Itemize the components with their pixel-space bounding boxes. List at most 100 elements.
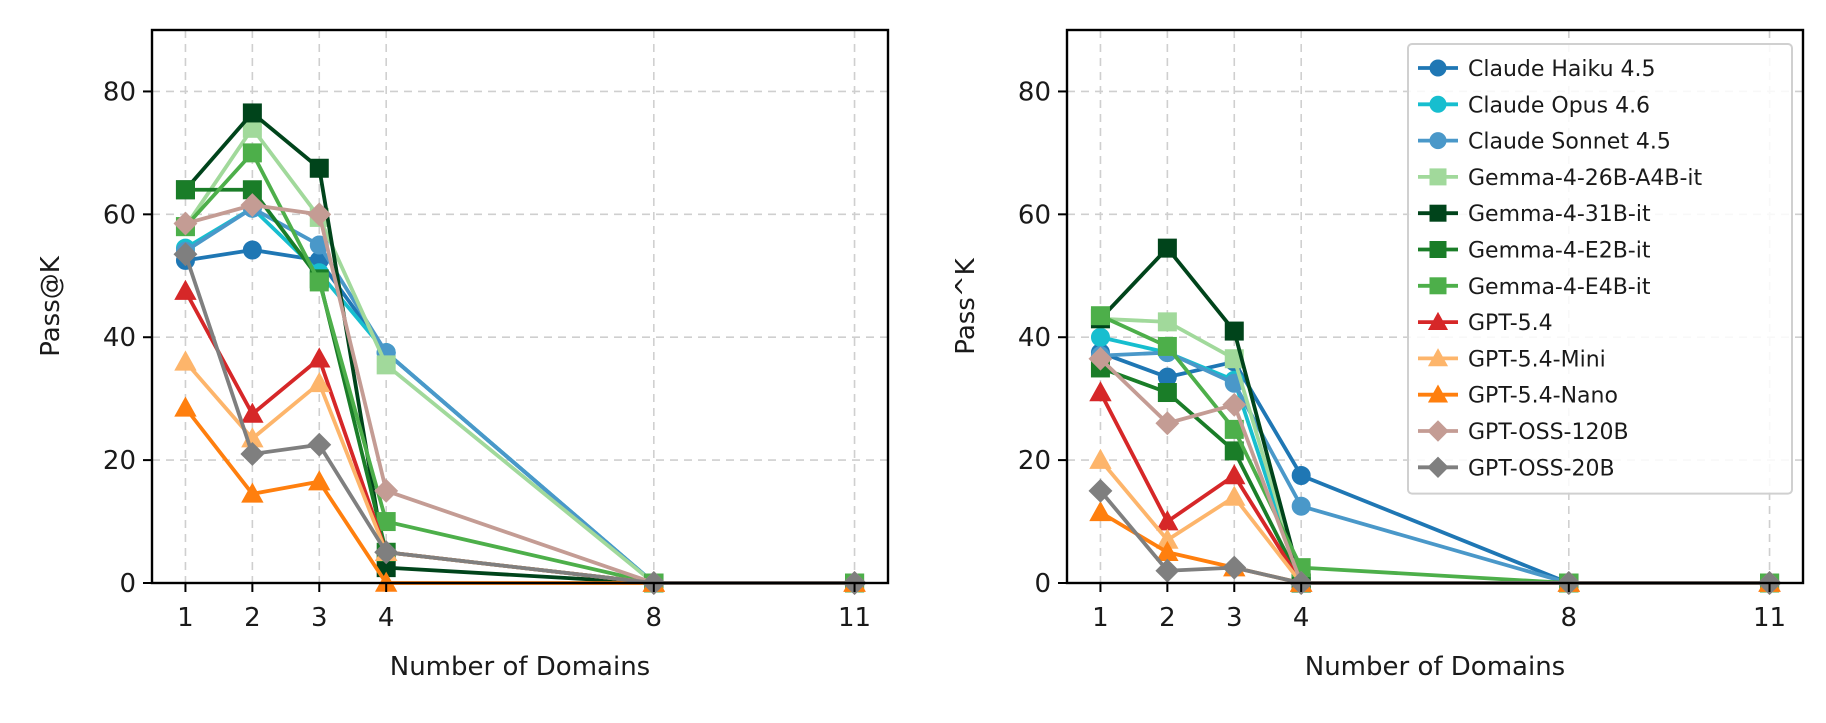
x-tick-label: 1 — [177, 603, 194, 633]
series — [175, 198, 865, 593]
data-point — [307, 432, 332, 457]
data-point — [307, 202, 332, 227]
series-group — [173, 103, 867, 595]
y-axis-title: Pass^K — [951, 257, 981, 354]
legend-label: GPT-5.4 — [1468, 311, 1553, 336]
legend-label: Gemma-4-E2B-it — [1468, 239, 1651, 264]
legend-marker — [1429, 59, 1447, 77]
data-point — [1157, 238, 1177, 258]
data-point — [1090, 306, 1110, 326]
y-axis-title: Pass@K — [36, 255, 66, 357]
data-point — [374, 540, 399, 565]
legend-marker — [1429, 168, 1447, 186]
series-line — [185, 248, 855, 585]
data-point — [376, 355, 396, 375]
legend-item: Gemma-4-26B-A4B-it — [1418, 166, 1703, 191]
data-point — [376, 512, 396, 532]
data-point — [241, 402, 264, 423]
legend-marker — [1427, 348, 1449, 367]
legend-marker — [1427, 420, 1449, 442]
y-tick-label: 80 — [1018, 77, 1051, 107]
data-point — [242, 103, 262, 123]
legend-marker — [1427, 456, 1449, 479]
data-point — [1089, 381, 1112, 402]
x-axis-title: Number of Domains — [390, 652, 650, 682]
data-point — [173, 211, 198, 236]
x-tick-label: 2 — [244, 603, 261, 633]
series — [175, 180, 865, 593]
x-tick-label: 2 — [1159, 603, 1176, 633]
data-point — [1156, 510, 1179, 531]
legend-label: GPT-5.4-Nano — [1468, 384, 1618, 409]
legend-marker — [1429, 95, 1447, 113]
legend-label: Claude Sonnet 4.5 — [1468, 130, 1671, 155]
data-point — [309, 158, 329, 178]
legend-label: Claude Opus 4.6 — [1468, 93, 1650, 118]
legend-marker — [1427, 384, 1449, 403]
series — [175, 143, 865, 593]
series — [174, 396, 866, 592]
series — [175, 118, 865, 593]
series-line — [184, 150, 855, 585]
x-tick-label: 3 — [311, 603, 328, 633]
data-point — [308, 470, 331, 491]
series-line — [1099, 510, 1770, 585]
legend-label: Gemma-4-31B-it — [1468, 202, 1651, 227]
legend-item: GPT-OSS-20B — [1418, 456, 1615, 481]
data-point — [242, 240, 262, 260]
x-axis-title: Number of Domains — [1305, 652, 1565, 682]
legend-item: Claude Sonnet 4.5 — [1418, 130, 1671, 155]
series — [1089, 500, 1781, 592]
series-line — [183, 290, 855, 585]
legend-label: GPT-OSS-20B — [1468, 456, 1615, 481]
legend-item: Gemma-4-31B-it — [1418, 202, 1651, 227]
legend-marker — [1429, 204, 1447, 222]
series-line — [183, 253, 855, 585]
x-tick-label: 11 — [838, 603, 871, 633]
data-point — [1222, 555, 1247, 580]
legend-marker — [1429, 277, 1447, 295]
x-tick-label: 4 — [378, 603, 395, 633]
data-point — [1291, 496, 1311, 516]
y-tick-label: 40 — [1018, 323, 1051, 353]
legend-item: GPT-5.4 — [1418, 311, 1553, 336]
y-tick-label: 60 — [103, 200, 136, 230]
pass-at-k-chart: 1 2 3 4 8 11 0 20 40 60 80 Number of Domains Pass@K — [36, 28, 890, 682]
data-point — [308, 347, 331, 368]
data-point — [242, 143, 262, 163]
grid — [152, 30, 888, 583]
series — [175, 198, 865, 593]
legend-item: Claude Opus 4.6 — [1418, 93, 1650, 118]
series-line — [184, 206, 855, 585]
y-tick-label: 0 — [1034, 569, 1051, 599]
legend-item: GPT-OSS-120B — [1418, 420, 1629, 445]
data-point — [1088, 478, 1113, 503]
x-tick-label: 8 — [646, 603, 663, 633]
legend-marker — [1429, 132, 1447, 150]
plot-frame — [150, 28, 890, 585]
series-line — [1098, 489, 1770, 585]
legend-item: Gemma-4-E2B-it — [1418, 239, 1651, 264]
data-point — [1224, 321, 1244, 341]
x-tick-label: 8 — [1561, 603, 1578, 633]
y-tick-label: 80 — [103, 77, 136, 107]
data-point — [1089, 448, 1112, 469]
data-point — [241, 482, 264, 503]
data-point — [1090, 327, 1110, 347]
data-point — [174, 279, 197, 300]
data-point — [240, 442, 265, 466]
legend-label: GPT-5.4-Mini — [1468, 347, 1606, 372]
legend-label: Gemma-4-E4B-it — [1468, 275, 1651, 300]
legend-item: Claude Haiku 4.5 — [1418, 57, 1656, 82]
data-point — [1223, 485, 1246, 506]
series — [174, 350, 866, 592]
legend-label: GPT-OSS-120B — [1468, 420, 1629, 445]
data-point — [374, 478, 399, 503]
y-tick-label: 0 — [119, 569, 136, 599]
data-point — [1157, 312, 1177, 332]
legend-item: GPT-5.4-Mini — [1418, 347, 1606, 372]
y-tick-label: 60 — [1018, 200, 1051, 230]
legend-box — [1407, 43, 1793, 495]
series-line — [184, 206, 855, 585]
